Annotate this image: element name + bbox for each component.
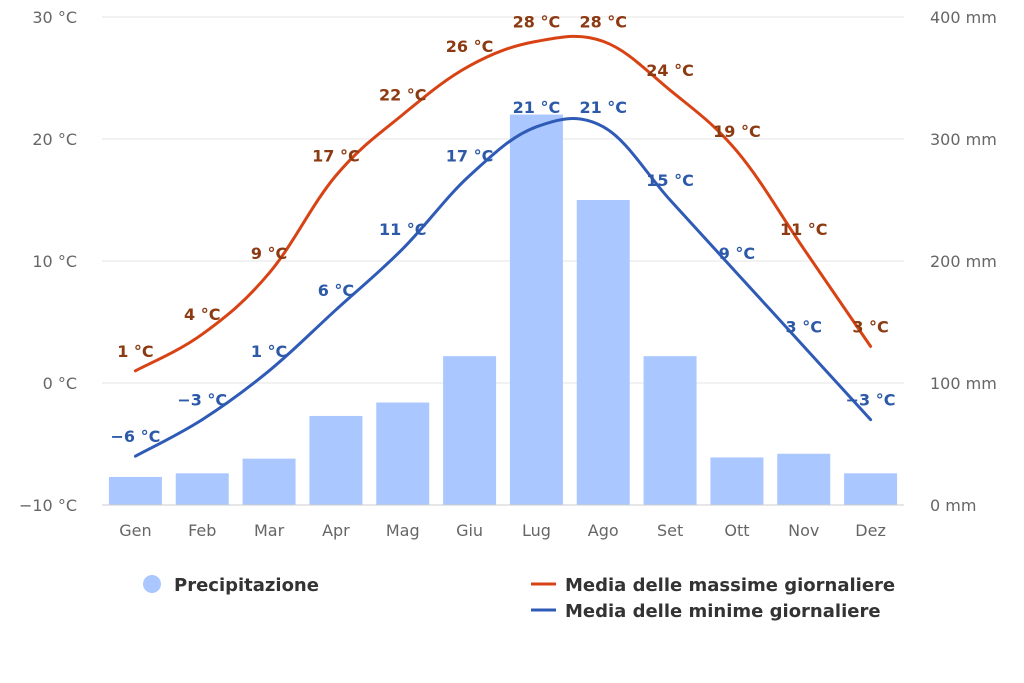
- max-temperature-label: 9 °C: [251, 244, 287, 263]
- right-tick-label: 300 mm: [930, 130, 997, 149]
- max-temperature-label: 1 °C: [117, 342, 153, 361]
- precipitation-bar[interactable]: [443, 356, 497, 505]
- min-temperature-label: −3 °C: [177, 391, 227, 410]
- x-tick-label: Giu: [456, 521, 483, 540]
- max-temperature-label: 22 °C: [379, 86, 427, 105]
- legend-item-min[interactable]: Media delle minime giornaliere: [531, 601, 881, 622]
- legend: Precipitazione Media delle massime giorn…: [143, 575, 895, 622]
- x-tick-label: Gen: [119, 521, 151, 540]
- x-tick-label: Ott: [724, 521, 749, 540]
- left-axis: −10 °C 0 °C 10 °C 20 °C 30 °C: [19, 8, 77, 515]
- legend-min-label: Media delle minime giornaliere: [565, 601, 881, 622]
- max-temperature-label: 24 °C: [646, 61, 694, 80]
- min-temperature-label: 9 °C: [719, 244, 755, 263]
- max-temperature-label: 17 °C: [312, 147, 360, 166]
- precipitation-bar[interactable]: [175, 473, 229, 505]
- max-temperature-label: 26 °C: [446, 37, 494, 56]
- max-temperature-label: 4 °C: [184, 305, 220, 324]
- temperature-lines[interactable]: [133, 34, 873, 458]
- precipitation-bars[interactable]: [108, 114, 898, 505]
- right-tick-label: 100 mm: [930, 374, 997, 393]
- min-temperature-label: 15 °C: [646, 171, 694, 190]
- precipitation-bar[interactable]: [242, 458, 296, 505]
- precipitation-bar[interactable]: [643, 356, 697, 505]
- precipitation-bar[interactable]: [844, 473, 898, 505]
- legend-max-label: Media delle massime giornaliere: [565, 575, 895, 596]
- x-tick-label: Lug: [522, 521, 551, 540]
- max-temperature-line[interactable]: [133, 34, 873, 373]
- x-tick-label: Set: [657, 521, 683, 540]
- legend-precipitation-marker: [143, 575, 161, 593]
- precipitation-bar[interactable]: [509, 114, 563, 505]
- min-temperature-label: 6 °C: [318, 281, 354, 300]
- x-tick-label: Mag: [386, 521, 420, 540]
- right-tick-label: 400 mm: [930, 8, 997, 27]
- min-temperature-label: −6 °C: [110, 427, 160, 446]
- x-tick-label: Ago: [588, 521, 619, 540]
- max-temperature-label: 19 °C: [713, 122, 761, 141]
- max-temperature-label: 28 °C: [513, 12, 561, 31]
- grid-lines: [102, 16, 904, 506]
- left-tick-label: 0 °C: [43, 374, 77, 393]
- min-temperature-label: −3 °C: [846, 391, 896, 410]
- x-tick-label: Dez: [855, 521, 886, 540]
- precipitation-bar[interactable]: [710, 457, 764, 505]
- right-axis: 0 mm 100 mm 200 mm 300 mm 400 mm: [930, 8, 997, 515]
- x-axis: Gen Feb Mar Apr Mag Giu Lug Ago Set Ott Nov Dez: [102, 504, 904, 540]
- legend-precipitation-label: Precipitazione: [174, 575, 319, 596]
- legend-item-precipitation[interactable]: Precipitazione: [143, 575, 319, 596]
- x-tick-label: Apr: [322, 521, 350, 540]
- min-temperature-label: 21 °C: [513, 98, 561, 117]
- precipitation-bar[interactable]: [309, 415, 363, 505]
- precipitation-bar[interactable]: [376, 402, 430, 505]
- precipitation-bar[interactable]: [777, 453, 831, 505]
- left-tick-label: 20 °C: [32, 130, 77, 149]
- right-tick-label: 200 mm: [930, 252, 997, 271]
- min-temperature-label: 21 °C: [579, 98, 627, 117]
- left-tick-label: 30 °C: [32, 8, 77, 27]
- min-temperature-label: 11 °C: [379, 220, 427, 239]
- min-temperature-line[interactable]: [133, 116, 873, 458]
- min-temperature-label: 1 °C: [251, 342, 287, 361]
- max-temperature-label: 28 °C: [579, 12, 627, 31]
- max-temperature-label: 3 °C: [852, 317, 888, 336]
- left-tick-label: −10 °C: [19, 496, 77, 515]
- data-labels: 1 °C 4 °C 9 °C 17 °C 22 °C 26 °C 28 °C 28 °C 24 …: [110, 12, 895, 446]
- precipitation-bar[interactable]: [576, 200, 630, 505]
- max-temperature-label: 11 °C: [780, 220, 828, 239]
- legend-item-max[interactable]: Media delle massime giornaliere: [531, 575, 895, 596]
- min-temperature-label: 17 °C: [446, 147, 494, 166]
- x-tick-label: Feb: [188, 521, 216, 540]
- x-tick-label: Nov: [788, 521, 819, 540]
- x-tick-label: Mar: [254, 521, 285, 540]
- right-tick-label: 0 mm: [930, 496, 976, 515]
- min-temperature-label: 3 °C: [786, 317, 822, 336]
- precipitation-bar[interactable]: [108, 476, 162, 505]
- left-tick-label: 10 °C: [32, 252, 77, 271]
